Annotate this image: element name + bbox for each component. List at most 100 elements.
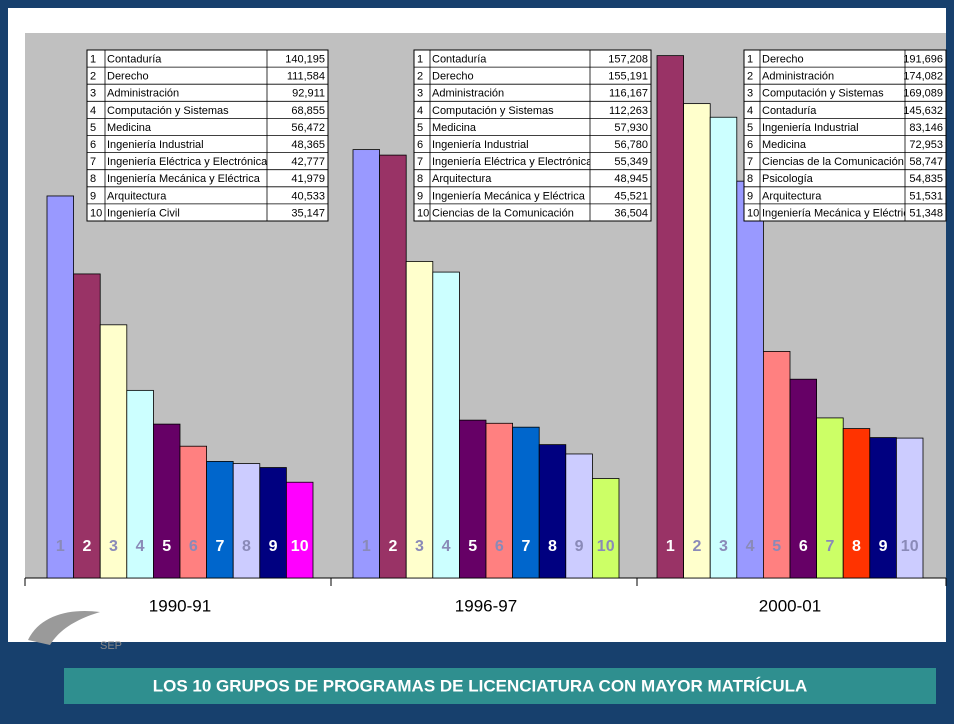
bar-rank-label: 6 [799, 538, 808, 555]
table-rank: 1 [90, 53, 96, 65]
table-value: 92,911 [292, 88, 325, 100]
table-value: 54,835 [909, 173, 943, 185]
table-rank: 4 [90, 105, 96, 117]
table-rank: 9 [417, 190, 423, 202]
table-category: Administración [107, 88, 179, 100]
table-category: Ciencias de la Comunicación [432, 207, 574, 219]
bar-rank-label: 5 [772, 538, 781, 555]
table-value: 48,365 [291, 139, 325, 151]
table-value: 35,147 [291, 207, 325, 219]
table-rank: 10 [417, 207, 429, 219]
table-category: Ingeniería Industrial [107, 139, 204, 151]
bar-rank-label: 3 [109, 538, 118, 555]
table-rank: 1 [417, 53, 423, 65]
table-rank: 5 [417, 122, 423, 134]
bar [179, 445, 208, 579]
bar-rank-label: 8 [242, 538, 251, 555]
bar-rank-label: 3 [719, 538, 728, 555]
bar [285, 481, 314, 579]
bar-rank-label: 7 [215, 538, 224, 555]
bar [232, 463, 261, 579]
table-rank: 3 [747, 88, 753, 100]
table-value: 36,504 [614, 207, 648, 219]
chart-title: LOS 10 GRUPOS DE PROGRAMAS DE LICENCIATU… [153, 676, 808, 695]
table-category: Administración [762, 71, 834, 83]
table-value: 40,533 [291, 190, 325, 202]
table-value: 111,584 [287, 71, 325, 83]
logo-text: SEP [100, 640, 122, 652]
bar-rank-label: 6 [189, 538, 198, 555]
bar [538, 444, 567, 579]
table-category: Medicina [107, 122, 152, 134]
table-value: 57,930 [614, 122, 648, 134]
table-rank: 5 [90, 122, 96, 134]
table-category: Ingeniería Mecánica y Eléctrica [107, 173, 261, 185]
bar-rank-label: 9 [879, 538, 888, 555]
table-rank: 10 [747, 207, 759, 219]
table-category: Psicología [762, 173, 814, 185]
table-rank: 3 [417, 88, 423, 100]
bar [99, 324, 128, 579]
bar-rank-label: 2 [692, 538, 701, 555]
bar-rank-label: 4 [746, 538, 755, 555]
table-value: 174,082 [903, 71, 943, 83]
bar [458, 419, 487, 579]
table-category: Ingeniería Eléctrica y Electrónica [432, 156, 593, 168]
bar-rank-label: 8 [548, 538, 557, 555]
table-value: 83,146 [909, 122, 943, 134]
table-category: Ingeniería Civil [107, 207, 180, 219]
bar [869, 437, 897, 579]
bar [352, 149, 381, 579]
table-category: Derecho [762, 53, 804, 65]
table-category: Computación y Sistemas [762, 88, 884, 100]
table-category: Ingeniería Mecánica y Eléctrica [762, 207, 916, 219]
table-rank: 8 [747, 173, 753, 185]
bar [432, 271, 460, 579]
table-category: Contaduría [762, 105, 817, 117]
bar [73, 273, 101, 579]
bar-rank-label: 6 [495, 538, 504, 555]
table-rank: 6 [417, 139, 423, 151]
table-category: Arquitectura [432, 173, 492, 185]
logo: SEP [28, 610, 122, 652]
bar-rank-label: 1 [666, 538, 675, 555]
table-category: Contaduría [107, 53, 162, 65]
table-rank: 4 [747, 105, 753, 117]
table-rank: 6 [747, 139, 753, 151]
table-rank: 2 [417, 71, 423, 83]
table-category: Medicina [432, 122, 477, 134]
bar-rank-label: 1 [362, 538, 371, 555]
table-rank: 8 [417, 173, 423, 185]
bar-rank-label: 2 [388, 538, 397, 555]
table-category: Ciencias de la Comunicación [762, 156, 904, 168]
table-category: Ingeniería Industrial [432, 139, 529, 151]
table-category: Ingeniería Industrial [762, 122, 859, 134]
table-category: Administración [432, 88, 504, 100]
table-value: 51,348 [909, 207, 943, 219]
bar [736, 180, 764, 579]
bar [816, 417, 844, 579]
table-value: 55,349 [614, 156, 648, 168]
bar-rank-label: 4 [136, 538, 145, 555]
bar [842, 428, 871, 579]
bar-rank-label: 1 [56, 538, 65, 555]
table-value: 48,945 [614, 173, 648, 185]
bar-rank-label: 10 [901, 538, 919, 555]
group-label: 1996-97 [455, 596, 517, 615]
table-rank: 9 [747, 190, 753, 202]
table-rank: 2 [90, 71, 96, 83]
bar-rank-label: 4 [442, 538, 451, 555]
bar [565, 453, 593, 579]
table-rank: 2 [747, 71, 753, 83]
table-category: Computación y Sistemas [107, 105, 229, 117]
table-value: 58,747 [909, 156, 943, 168]
bar-rank-label: 5 [468, 538, 477, 555]
bar [152, 423, 181, 579]
bar-rank-label: 9 [269, 538, 278, 555]
table-rank: 5 [747, 122, 753, 134]
table-value: 169,089 [903, 88, 943, 100]
table-value: 56,472 [291, 122, 325, 134]
table-value: 157,208 [608, 53, 648, 65]
table-value: 140,195 [285, 53, 325, 65]
table-value: 45,521 [614, 190, 648, 202]
